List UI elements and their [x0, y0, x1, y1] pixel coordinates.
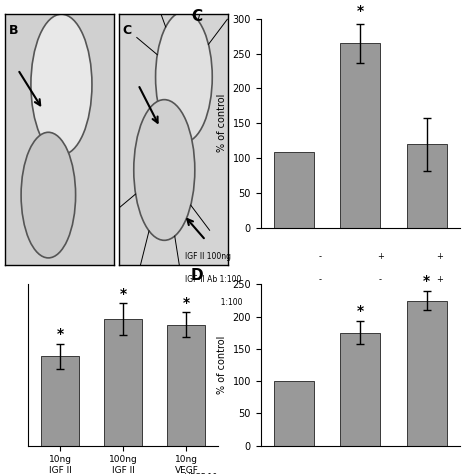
Text: +: +	[377, 252, 383, 261]
Text: C: C	[123, 24, 132, 37]
Text: B: B	[9, 24, 18, 37]
Text: *: *	[356, 304, 364, 318]
Circle shape	[31, 14, 92, 155]
Text: *: *	[183, 296, 190, 310]
Text: +: +	[437, 275, 443, 284]
Text: -: -	[319, 252, 322, 261]
Text: IGF-II Ab 1:100: IGF-II Ab 1:100	[185, 275, 241, 284]
Bar	[274, 153, 314, 228]
Text: -: -	[438, 298, 441, 307]
Bar	[41, 356, 79, 446]
Text: *: *	[356, 4, 364, 18]
Bar	[340, 43, 380, 228]
Text: D: D	[191, 268, 204, 283]
Text: CD45 Ab 1:100: CD45 Ab 1:100	[185, 298, 243, 307]
Bar	[167, 325, 205, 446]
Bar	[340, 333, 380, 446]
Text: -: -	[319, 275, 322, 284]
Text: -: -	[319, 298, 322, 307]
Circle shape	[134, 100, 195, 240]
Circle shape	[155, 12, 212, 142]
Text: *: *	[56, 328, 64, 341]
Y-axis label: % of control: % of control	[217, 94, 227, 153]
Text: -: -	[379, 298, 382, 307]
Text: -: -	[379, 275, 382, 284]
Text: *: *	[119, 286, 127, 301]
Bar	[104, 319, 142, 446]
Text: C: C	[191, 9, 202, 24]
Bar	[407, 144, 447, 228]
Text: *: *	[423, 274, 430, 288]
Y-axis label: % of control: % of control	[217, 336, 227, 394]
Text: +: +	[437, 252, 443, 261]
Bar	[407, 301, 447, 446]
Text: IGF II 100ng: IGF II 100ng	[185, 252, 231, 261]
Bar	[274, 381, 314, 446]
Circle shape	[21, 132, 76, 258]
